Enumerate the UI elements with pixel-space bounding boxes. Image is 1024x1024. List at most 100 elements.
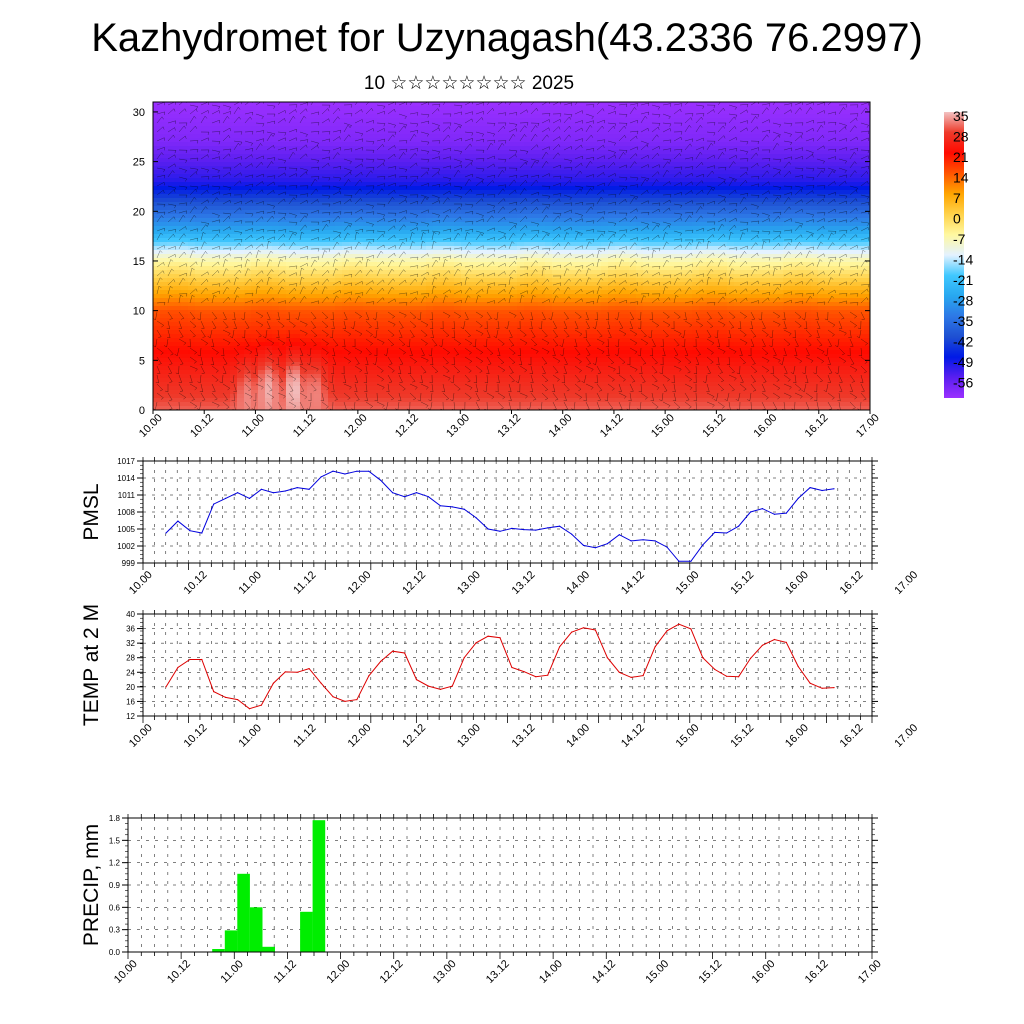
temperature-cell xyxy=(223,406,231,410)
temperature-cell xyxy=(503,230,511,235)
temperature-cell xyxy=(342,170,350,175)
temperature-cell xyxy=(391,274,399,279)
temperature-cell xyxy=(510,126,518,131)
temperature-cell xyxy=(384,342,392,347)
temperature-cell xyxy=(503,194,511,199)
temperature-cell xyxy=(580,186,588,191)
temperature-cell xyxy=(279,106,287,111)
temperature-cell xyxy=(566,374,574,379)
temperature-cell xyxy=(321,158,329,163)
temperature-cell xyxy=(307,214,315,219)
temperature-cell xyxy=(244,302,252,307)
temperature-cell xyxy=(251,338,259,343)
temperature-cell xyxy=(202,142,210,147)
temperature-cell xyxy=(489,278,497,283)
temperature-cell xyxy=(559,130,567,135)
temperature-cell xyxy=(209,102,217,107)
temperature-cell xyxy=(384,154,392,159)
temperature-cell xyxy=(356,402,364,407)
temperature-cell xyxy=(188,214,196,219)
temperature-cell xyxy=(307,262,315,267)
temperature-cell xyxy=(461,210,469,215)
temperature-cell xyxy=(552,266,560,271)
temperature-cell xyxy=(510,170,518,175)
temperature-cell xyxy=(279,110,287,115)
temperature-cell xyxy=(300,338,308,343)
temperature-cell xyxy=(230,186,238,191)
temperature-cell xyxy=(286,390,294,395)
temperature-cell xyxy=(482,310,490,315)
temperature-cell xyxy=(195,282,203,287)
temperature-cell xyxy=(195,230,203,235)
temperature-cell xyxy=(265,250,273,255)
temperature-cell xyxy=(356,254,364,259)
temperature-cell xyxy=(202,246,210,251)
temperature-cell xyxy=(573,330,581,335)
temperature-cell xyxy=(237,346,245,351)
temperature-cell xyxy=(440,406,448,410)
temperature-cell xyxy=(279,214,287,219)
temperature-cell xyxy=(594,306,602,311)
temperature-cell xyxy=(279,222,287,227)
temperature-cell xyxy=(398,110,406,115)
temperature-cell xyxy=(594,354,602,359)
temperature-cell xyxy=(314,214,322,219)
temperature-cell xyxy=(538,282,546,287)
temperature-cell xyxy=(517,110,525,115)
temperature-cell xyxy=(237,298,245,303)
temperature-cell xyxy=(342,298,350,303)
temperature-cell xyxy=(272,162,280,167)
temperature-cell xyxy=(328,166,336,171)
temperature-cell xyxy=(209,326,217,331)
temperature-cell xyxy=(202,338,210,343)
temperature-cell xyxy=(377,246,385,251)
temperature-cell xyxy=(412,342,420,347)
temperature-cell xyxy=(237,302,245,307)
temperature-cell xyxy=(335,286,343,291)
temperature-cell xyxy=(321,202,329,207)
temperature-cell xyxy=(237,358,245,363)
temperature-cell xyxy=(468,230,476,235)
temperature-cell xyxy=(426,138,434,143)
temperature-cell xyxy=(342,178,350,183)
temperature-cell xyxy=(545,218,553,223)
temperature-cell xyxy=(188,374,196,379)
temperature-cell xyxy=(167,206,175,211)
temperature-cell xyxy=(454,394,462,399)
temperature-cell xyxy=(230,126,238,131)
temperature-cell xyxy=(545,186,553,191)
temperature-cell xyxy=(489,230,497,235)
temperature-cell xyxy=(538,126,546,131)
temperature-cell xyxy=(503,166,511,171)
temperature-cell xyxy=(580,342,588,347)
temperature-cell xyxy=(454,198,462,203)
temperature-cell xyxy=(531,106,539,111)
temperature-cell xyxy=(440,326,448,331)
temperature-cell xyxy=(258,354,266,359)
temperature-cell xyxy=(293,162,301,167)
temperature-cell xyxy=(251,378,259,383)
temperature-cell xyxy=(517,194,525,199)
temperature-cell xyxy=(265,110,273,115)
temperature-cell xyxy=(587,370,595,375)
temperature-cell xyxy=(580,390,588,395)
temperature-cell xyxy=(503,266,511,271)
temperature-cell xyxy=(559,198,567,203)
temperature-cell xyxy=(517,218,525,223)
temperature-cell xyxy=(293,102,301,107)
temperature-cell xyxy=(496,314,504,319)
temperature-cell xyxy=(265,406,273,410)
temperature-cell xyxy=(573,110,581,115)
temperature-cell xyxy=(377,334,385,339)
temperature-cell xyxy=(188,230,196,235)
temperature-cell xyxy=(426,266,434,271)
temperature-cell xyxy=(552,222,560,227)
temperature-cell xyxy=(251,214,259,219)
temperature-cell xyxy=(349,130,357,135)
temperature-cell xyxy=(300,362,308,367)
temperature-cell xyxy=(251,186,259,191)
temperature-cell xyxy=(580,210,588,215)
temperature-cell xyxy=(454,142,462,147)
temperature-cell xyxy=(153,214,161,219)
temperature-cell xyxy=(293,206,301,211)
